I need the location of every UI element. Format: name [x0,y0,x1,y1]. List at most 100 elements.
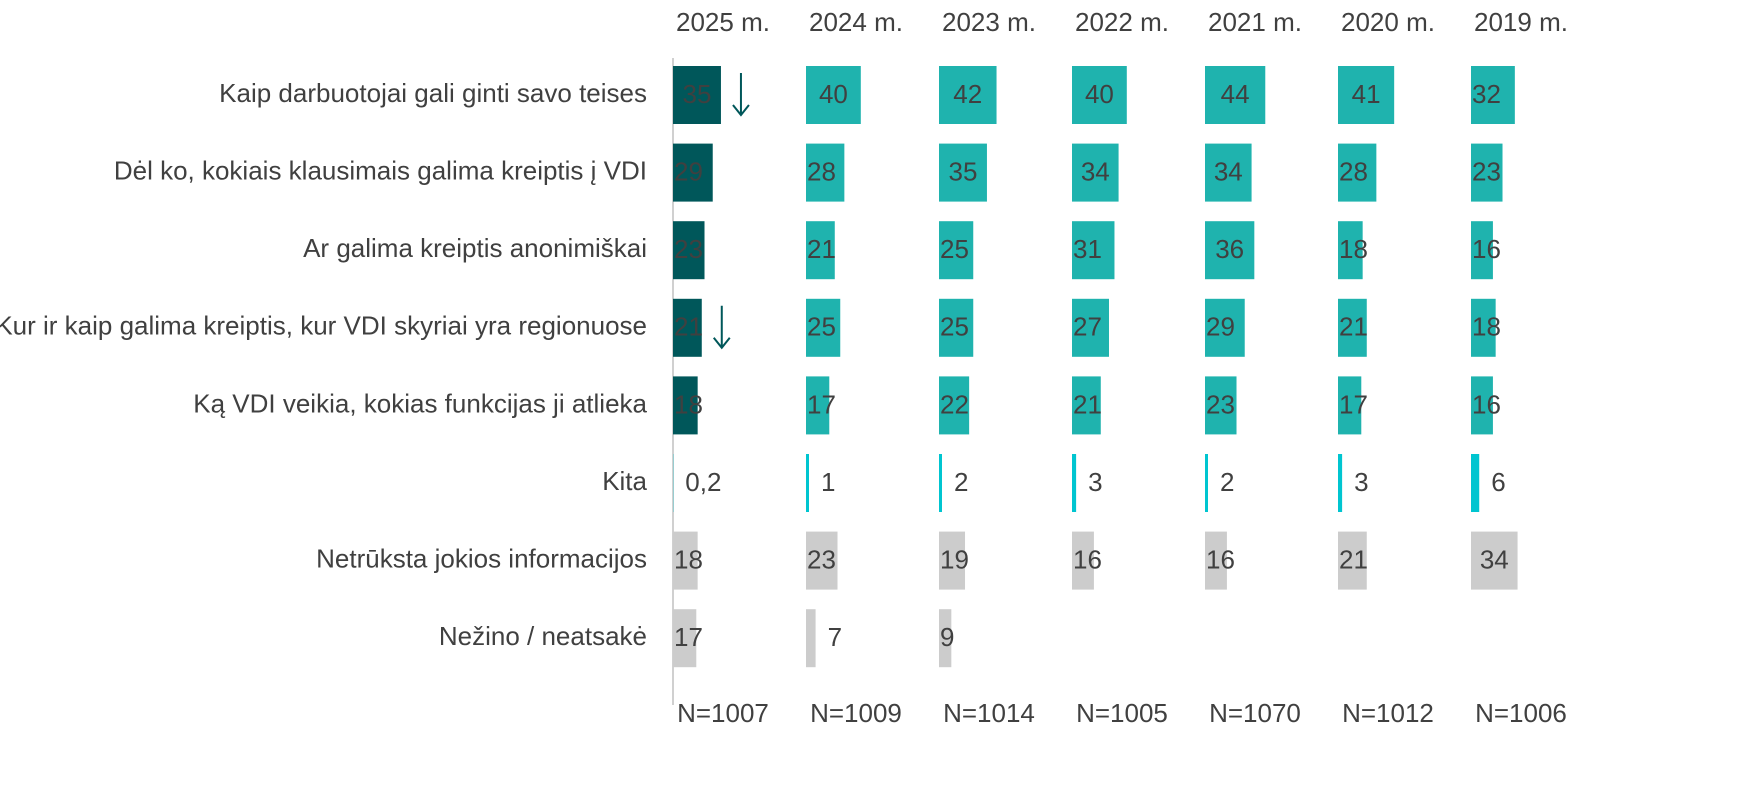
bar [939,66,997,124]
bar [673,531,698,590]
bar [939,221,974,280]
bar [806,298,841,357]
value-label: 36 [1215,234,1244,264]
category-label: Kaip darbuotojai gali ginti savo teises [219,78,647,108]
value-label: 18 [1472,312,1501,342]
category-label: Dėl ko, kokiais klausimais galima kreipt… [114,155,647,185]
bar [1338,221,1363,280]
value-label: 25 [940,312,969,342]
bar [673,376,698,435]
value-label: 42 [953,79,982,109]
bar [806,376,830,435]
value-label: 1 [821,467,835,497]
bar [806,221,835,280]
significance-arrow [732,73,750,117]
column-header: 2019 m. [1474,7,1568,37]
value-label: 40 [1085,79,1114,109]
bar [1338,531,1367,590]
value-label: 28 [1339,156,1368,186]
value-label: 32 [1472,79,1501,109]
column-header: 2020 m. [1341,7,1435,37]
bar [1205,531,1227,590]
value-label: 25 [940,234,969,264]
bar [1471,66,1515,124]
value-label: 28 [807,156,836,186]
sample-size: N=1070 [1209,698,1301,728]
value-label: 17 [807,389,836,419]
value-label: 21 [1339,312,1368,342]
bar [1072,376,1101,435]
bar [1205,298,1245,357]
value-label: 22 [940,389,969,419]
value-label: 23 [1472,156,1501,186]
column-header: 2025 m. [676,7,770,37]
value-label: 18 [674,389,703,419]
value-label: 35 [683,79,712,109]
value-label: 7 [828,622,842,652]
bar [1471,298,1496,357]
bar [1205,454,1208,512]
value-label: 2 [1220,467,1234,497]
bar [1471,221,1493,280]
category-label: Ar galima kreiptis anonimiškai [303,233,647,263]
value-label: 35 [949,156,978,186]
bar [673,66,721,124]
bar [673,298,702,357]
value-label: 17 [1339,389,1368,419]
value-label: 27 [1073,312,1102,342]
bar [806,143,845,202]
bar [806,454,809,512]
value-label: 16 [1073,544,1102,574]
sample-size: N=1009 [810,698,902,728]
bar [1338,66,1395,124]
bar [806,531,838,590]
column-header: 2022 m. [1075,7,1169,37]
sample-size: N=1006 [1475,698,1567,728]
value-label: 40 [819,79,848,109]
bar [939,298,974,357]
value-label: 23 [1206,389,1235,419]
value-label: 21 [674,312,703,342]
bar [939,143,987,202]
sample-size: N=1005 [1076,698,1168,728]
bar [806,66,861,124]
category-label: Ką VDI veikia, kokias funkcijas ji atlie… [193,388,647,418]
value-label: 25 [807,312,836,342]
value-label: 41 [1352,79,1381,109]
sample-size: N=1007 [677,698,769,728]
value-label: 31 [1073,234,1102,264]
value-label: 18 [1339,234,1368,264]
bar [673,609,697,668]
value-label: 29 [1206,312,1235,342]
value-label: 34 [1480,544,1509,574]
column-header: 2024 m. [809,7,903,37]
bar [1205,66,1266,124]
bar [1072,531,1094,590]
value-label: 44 [1221,79,1250,109]
category-label: Kita [602,466,647,496]
category-label: Kur ir kaip galima kreiptis, kur VDI sky… [0,311,647,341]
sample-size: N=1014 [943,698,1035,728]
significance-arrow [712,305,731,350]
bar [1338,376,1362,435]
bar [1205,376,1237,435]
bar [1072,143,1119,202]
sample-size: N=1012 [1342,698,1434,728]
value-label: 21 [1073,389,1102,419]
bar [939,454,942,512]
bar [1471,376,1493,435]
bar [1072,66,1127,124]
value-label: 3 [1088,467,1102,497]
column-header: 2023 m. [942,7,1036,37]
bar [673,143,713,202]
bar [1338,454,1343,512]
bar [1471,143,1503,202]
value-label: 0,2 [685,467,721,497]
bar [806,609,816,668]
bar [1338,298,1367,357]
bar [1072,221,1115,280]
value-label: 9 [940,622,954,652]
bar [939,609,952,668]
bar [939,531,966,590]
value-label: 18 [674,544,703,574]
